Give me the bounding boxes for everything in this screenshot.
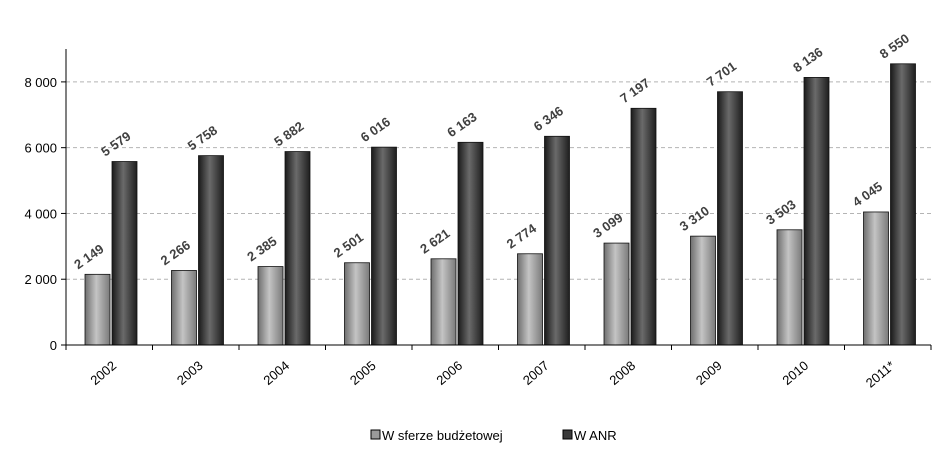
legend-label: W sferze budżetowej bbox=[382, 428, 503, 443]
bar-budzetowa-2010 bbox=[776, 229, 803, 346]
x-tick-label: 2009 bbox=[693, 358, 725, 388]
bar-budzetowa-2002 bbox=[84, 273, 111, 346]
data-label: 8 550 bbox=[877, 31, 912, 62]
bar-anr-2002 bbox=[111, 161, 138, 346]
x-tick-label: 2003 bbox=[174, 358, 206, 388]
y-tick-label: 4 000 bbox=[24, 206, 57, 221]
y-tick-label: 0 bbox=[50, 338, 57, 353]
data-label: 8 136 bbox=[790, 44, 825, 75]
data-label: 6 016 bbox=[358, 114, 393, 145]
bar-budzetowa-2005 bbox=[344, 262, 370, 346]
bars bbox=[84, 63, 916, 346]
bar-budzetowa-2009 bbox=[690, 235, 716, 346]
data-label: 5 882 bbox=[271, 118, 306, 149]
data-label: 4 045 bbox=[850, 179, 885, 210]
data-label: 2 501 bbox=[331, 230, 366, 261]
bar-budzetowa-2006 bbox=[430, 258, 457, 346]
data-label: 7 197 bbox=[617, 75, 652, 106]
bar-budzetowa-2007 bbox=[517, 253, 543, 346]
data-label: 3 310 bbox=[677, 203, 712, 234]
bar-anr-2005 bbox=[371, 146, 397, 346]
bar-anr-2008 bbox=[630, 107, 657, 346]
data-label: 3 099 bbox=[590, 210, 625, 241]
x-tick-label: 2002 bbox=[87, 358, 119, 388]
legend-label: W ANR bbox=[574, 428, 617, 443]
data-label: 6 163 bbox=[444, 109, 479, 140]
legend-swatch bbox=[562, 429, 573, 440]
data-label: 5 579 bbox=[98, 128, 133, 159]
bar-anr-2003 bbox=[198, 155, 224, 346]
data-label: 2 385 bbox=[244, 233, 279, 264]
x-tick-label: 2004 bbox=[260, 358, 292, 388]
x-tick-label: 2008 bbox=[606, 358, 638, 388]
y-tick-label: 6 000 bbox=[24, 141, 57, 156]
bar-budzetowa-2008 bbox=[603, 242, 630, 346]
bar-budzetowa-2011 bbox=[863, 211, 889, 346]
data-label: 7 701 bbox=[704, 59, 739, 90]
bar-anr-2006 bbox=[457, 141, 484, 346]
x-tick-label: 2005 bbox=[347, 358, 379, 388]
bar-anr-2007 bbox=[544, 135, 570, 346]
x-tick-label: 2011* bbox=[863, 358, 898, 391]
data-label: 3 503 bbox=[763, 197, 798, 228]
data-label: 2 149 bbox=[71, 241, 106, 272]
bar-anr-2004 bbox=[284, 151, 311, 346]
data-label: 2 621 bbox=[417, 226, 452, 257]
bar-anr-2010 bbox=[803, 77, 830, 346]
data-label: 2 266 bbox=[158, 237, 193, 268]
x-tick-label: 2007 bbox=[520, 358, 552, 388]
x-tick-label: 2006 bbox=[433, 358, 465, 388]
bar-budzetowa-2004 bbox=[257, 266, 284, 346]
data-label: 5 758 bbox=[185, 122, 220, 153]
x-tick-label: 2010 bbox=[779, 358, 811, 388]
legend-swatch bbox=[370, 429, 381, 440]
y-tick-label: 2 000 bbox=[24, 272, 57, 287]
bar-anr-2011 bbox=[890, 63, 916, 346]
y-tick-label: 8 000 bbox=[24, 75, 57, 90]
bar-budzetowa-2003 bbox=[171, 270, 197, 346]
data-label: 6 346 bbox=[531, 103, 566, 134]
legend: W sferze budżetowej W ANR bbox=[370, 428, 617, 443]
data-label: 2 774 bbox=[504, 220, 540, 251]
bar-anr-2009 bbox=[717, 91, 743, 346]
